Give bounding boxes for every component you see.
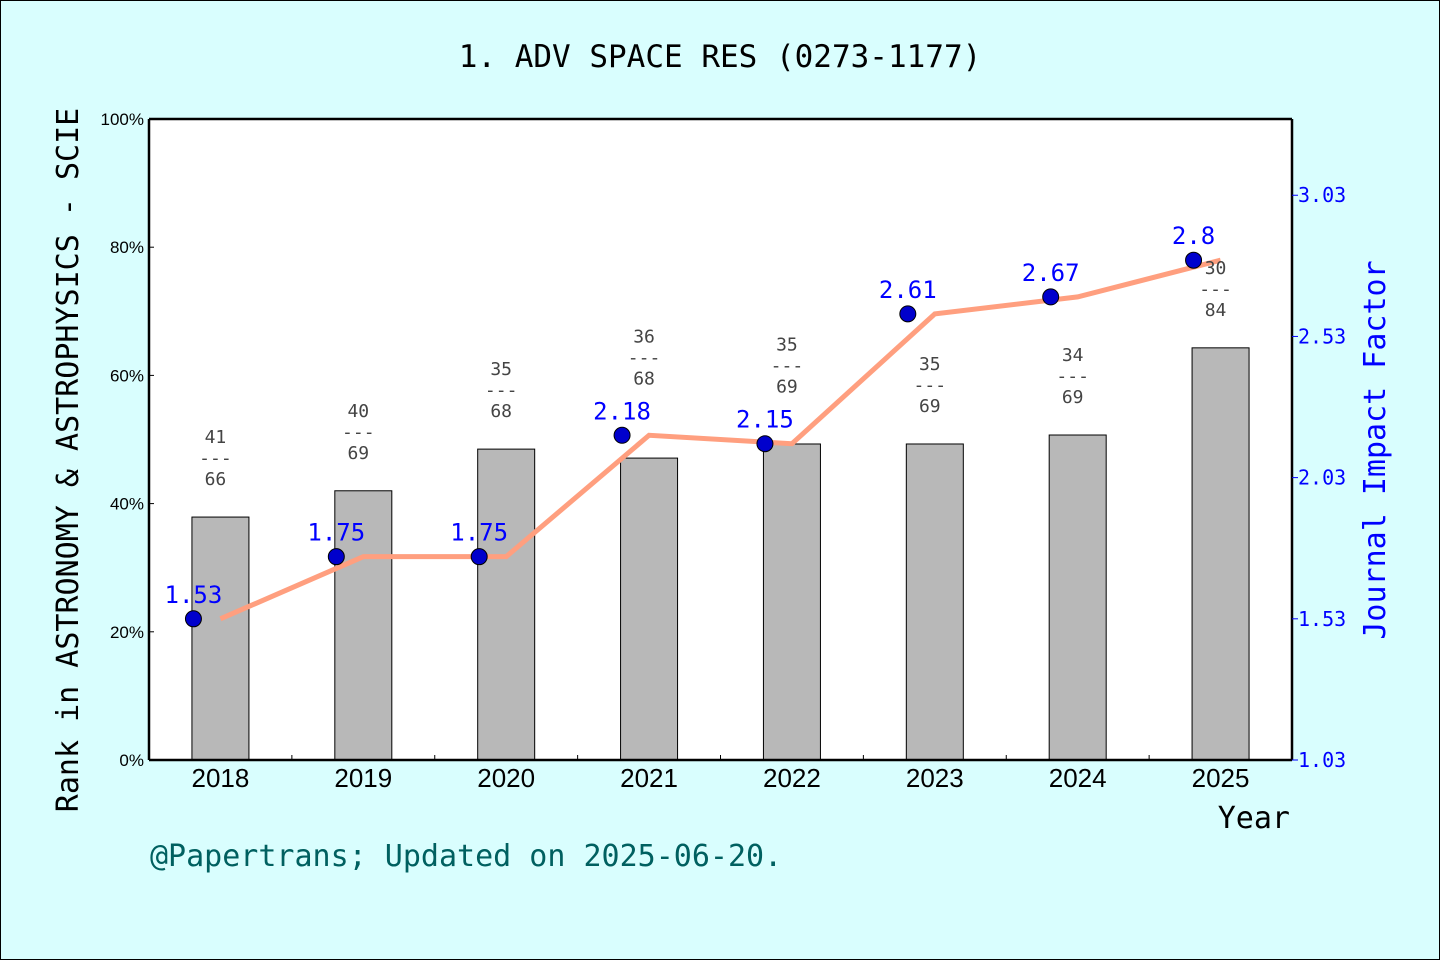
rank-separator: --- xyxy=(485,380,518,401)
y-axis-label: Rank in ASTRONOMY & ASTROPHYSICS - SCIE xyxy=(51,108,86,812)
bar-2019 xyxy=(334,490,393,761)
if-label: 2.61 xyxy=(879,276,937,304)
y-tick-label: 60% xyxy=(110,366,144,385)
x-tick-label: 2025 xyxy=(1192,763,1250,793)
if-point-2018 xyxy=(184,610,202,628)
rank-label: 36 xyxy=(633,326,655,347)
if-label: 2.15 xyxy=(736,406,794,434)
y-tick-label: 80% xyxy=(110,238,144,257)
rank-label: 34 xyxy=(1062,345,1084,366)
rank-label: 35 xyxy=(919,354,941,375)
if-point-2025 xyxy=(1185,251,1203,269)
x-tick-label: 2019 xyxy=(334,763,392,793)
rank-separator: --- xyxy=(628,347,661,368)
if-point-2019 xyxy=(327,548,345,566)
rank-label: 35 xyxy=(490,359,512,380)
rank-separator: --- xyxy=(199,448,232,469)
y2-tick-label: 2.53 xyxy=(1298,324,1346,348)
if-point-2022 xyxy=(756,435,774,453)
y-tick-label: 0% xyxy=(119,751,144,770)
if-point-2020 xyxy=(470,548,488,566)
rank-label: 40 xyxy=(347,401,369,422)
y2-tick-label: 3.03 xyxy=(1298,183,1346,207)
rank-label: 41 xyxy=(205,427,227,448)
rank-label: 35 xyxy=(776,335,798,356)
total-label: 84 xyxy=(1205,300,1227,321)
total-label: 66 xyxy=(205,469,227,490)
x-tick-label: 2023 xyxy=(906,763,964,793)
y-tick-label: 100% xyxy=(101,110,144,129)
total-label: 69 xyxy=(1062,387,1084,408)
rank-label: 30 xyxy=(1205,258,1227,279)
y2-tick-label: 1.53 xyxy=(1298,607,1346,631)
y2-tick-label: 2.03 xyxy=(1298,466,1346,490)
if-label: 2.67 xyxy=(1022,259,1080,287)
x-tick-label: 2021 xyxy=(620,763,678,793)
if-label: 1.53 xyxy=(165,581,223,609)
if-point-2024 xyxy=(1042,288,1060,306)
bar-2022 xyxy=(762,443,821,761)
if-point-2023 xyxy=(899,305,917,323)
rank-separator: --- xyxy=(1199,279,1232,300)
total-label: 69 xyxy=(919,396,941,417)
rank-separator: --- xyxy=(1056,366,1089,387)
rank-separator: --- xyxy=(914,375,947,396)
bar-2024 xyxy=(1048,434,1107,761)
if-label: 1.75 xyxy=(307,519,365,547)
bar-2018 xyxy=(191,516,250,761)
y2-tick-label: 1.03 xyxy=(1298,748,1346,772)
chart-title: 1. ADV SPACE RES (0273-1177) xyxy=(459,39,982,75)
if-label: 1.75 xyxy=(450,519,508,547)
bar-2021 xyxy=(620,457,679,761)
y-tick-label: 20% xyxy=(110,623,144,642)
if-label: 2.18 xyxy=(593,397,651,425)
x-tick-label: 2022 xyxy=(763,763,821,793)
rank-separator: --- xyxy=(342,422,375,443)
total-label: 69 xyxy=(347,443,369,464)
bar-2023 xyxy=(905,443,964,761)
footer-credit: @Papertrans; Updated on 2025-06-20. xyxy=(150,839,782,874)
if-point-2021 xyxy=(613,426,631,444)
x-tick-label: 2020 xyxy=(477,763,535,793)
total-label: 68 xyxy=(633,368,655,389)
bar-2025 xyxy=(1191,347,1250,761)
x-axis-label: Year xyxy=(1218,801,1290,836)
bar-2020 xyxy=(477,448,536,761)
if-label: 2.8 xyxy=(1172,222,1215,250)
total-label: 69 xyxy=(776,377,798,398)
rank-separator: --- xyxy=(771,356,804,377)
x-tick-label: 2024 xyxy=(1049,763,1107,793)
y-tick-label: 40% xyxy=(110,495,144,514)
total-label: 68 xyxy=(490,401,512,422)
x-tick-label: 2018 xyxy=(192,763,250,793)
y2-axis-label: Journal Impact Factor xyxy=(1358,260,1393,639)
